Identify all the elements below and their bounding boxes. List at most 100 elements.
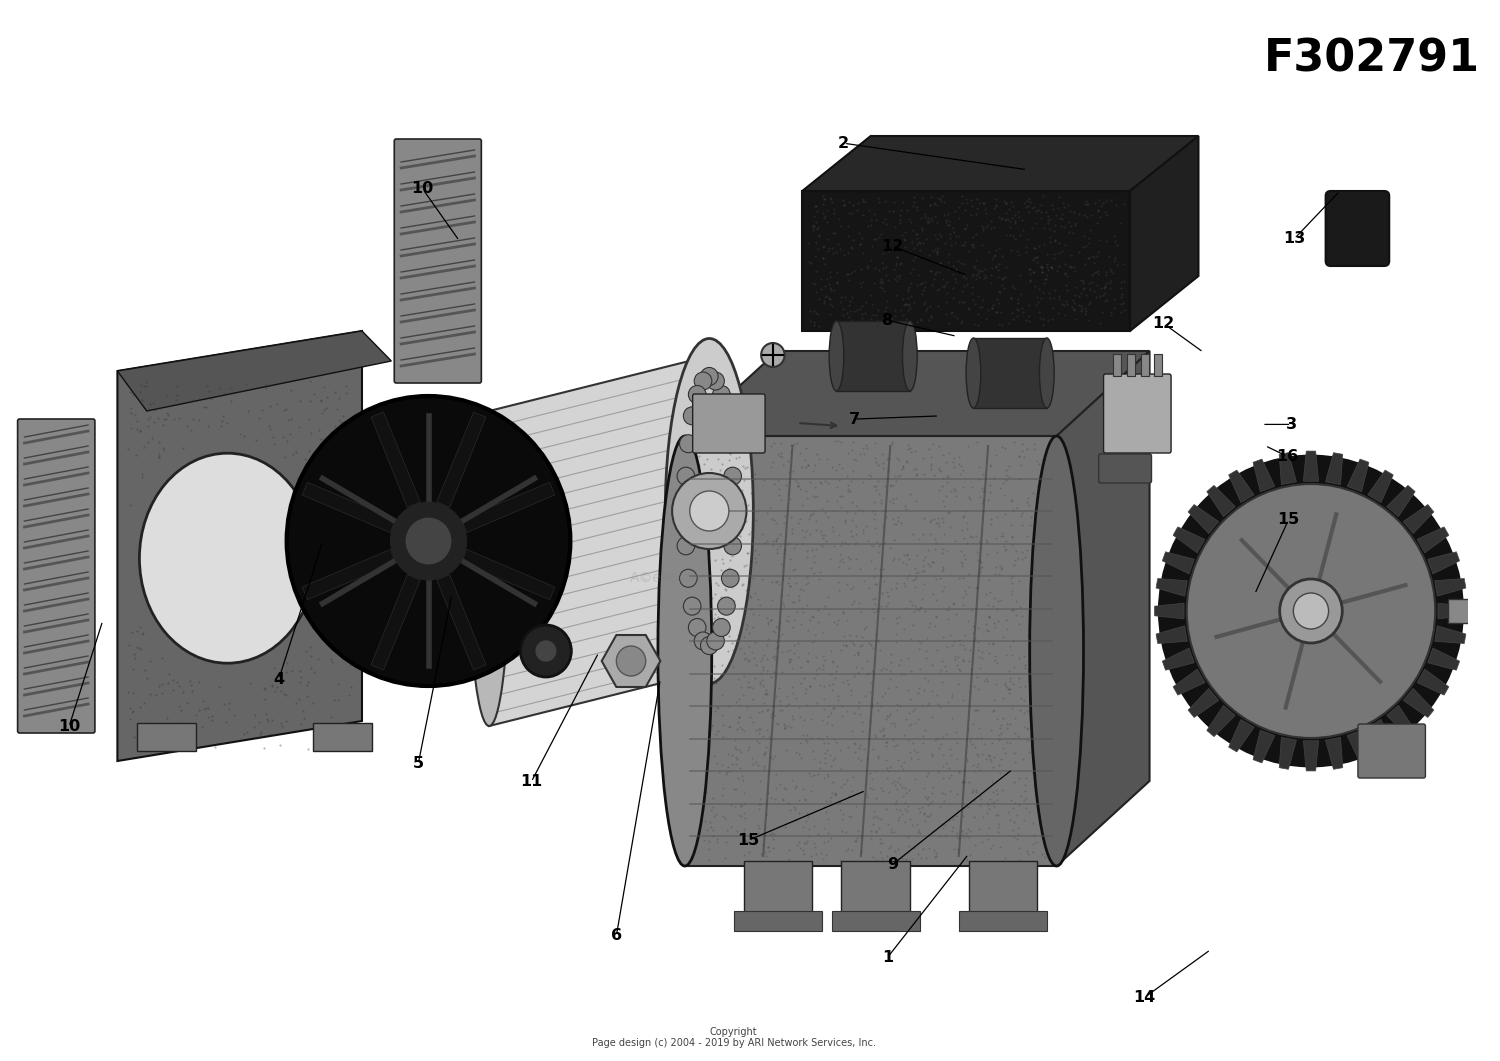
Bar: [1126, 354, 1136, 376]
Circle shape: [712, 619, 730, 637]
Text: 10: 10: [411, 181, 434, 196]
Circle shape: [722, 435, 740, 453]
Circle shape: [690, 491, 729, 530]
FancyBboxPatch shape: [1098, 454, 1152, 483]
Circle shape: [676, 502, 694, 520]
Text: 1: 1: [882, 950, 894, 964]
Bar: [969, 860, 1036, 916]
Polygon shape: [303, 483, 396, 533]
Polygon shape: [1208, 485, 1234, 517]
Polygon shape: [1347, 459, 1370, 491]
Polygon shape: [1162, 648, 1194, 671]
Text: F302791: F302791: [1264, 37, 1480, 81]
Circle shape: [712, 385, 730, 403]
Circle shape: [406, 519, 450, 563]
Polygon shape: [1208, 706, 1234, 736]
Circle shape: [724, 502, 742, 520]
Circle shape: [684, 406, 700, 424]
Circle shape: [722, 570, 740, 588]
Polygon shape: [802, 136, 1198, 191]
Polygon shape: [1130, 136, 1198, 331]
Text: 13: 13: [1282, 231, 1305, 246]
Polygon shape: [1188, 505, 1218, 534]
Circle shape: [1293, 593, 1329, 629]
Ellipse shape: [140, 453, 315, 663]
Text: 16: 16: [1276, 449, 1298, 464]
FancyBboxPatch shape: [1104, 373, 1172, 453]
Polygon shape: [1056, 351, 1149, 866]
Circle shape: [676, 467, 694, 485]
Polygon shape: [802, 191, 1130, 331]
Ellipse shape: [1040, 338, 1054, 408]
Circle shape: [694, 632, 712, 650]
Polygon shape: [686, 351, 1149, 436]
Polygon shape: [1326, 453, 1342, 485]
Ellipse shape: [966, 338, 981, 408]
Polygon shape: [436, 575, 486, 671]
Polygon shape: [1173, 527, 1204, 553]
Circle shape: [688, 619, 706, 637]
Polygon shape: [1155, 604, 1184, 619]
Ellipse shape: [658, 436, 711, 866]
Text: 15: 15: [738, 833, 759, 848]
Polygon shape: [462, 483, 555, 533]
Polygon shape: [1228, 470, 1254, 503]
Polygon shape: [462, 550, 555, 599]
Bar: [1448, 599, 1500, 623]
Polygon shape: [489, 356, 710, 726]
Polygon shape: [1280, 737, 1296, 769]
Polygon shape: [1304, 451, 1318, 482]
Bar: [314, 723, 372, 751]
Polygon shape: [1347, 730, 1370, 763]
Ellipse shape: [830, 321, 844, 392]
Polygon shape: [1280, 453, 1296, 485]
Polygon shape: [370, 412, 420, 507]
Polygon shape: [1438, 604, 1467, 619]
FancyBboxPatch shape: [18, 419, 94, 733]
Bar: [1113, 354, 1120, 376]
Circle shape: [616, 646, 645, 676]
Circle shape: [286, 396, 570, 686]
Text: 6: 6: [610, 928, 622, 943]
Circle shape: [1186, 484, 1436, 738]
FancyBboxPatch shape: [693, 394, 765, 453]
Bar: [958, 911, 1047, 930]
Polygon shape: [1434, 578, 1466, 596]
Text: Copyright
Page design (c) 2004 - 2019 by ARI Network Services, Inc.: Copyright Page design (c) 2004 - 2019 by…: [591, 1027, 876, 1048]
Text: 4: 4: [273, 672, 285, 686]
Polygon shape: [1428, 648, 1460, 671]
Bar: [1140, 354, 1149, 376]
Circle shape: [700, 367, 718, 385]
Text: 5: 5: [413, 756, 424, 771]
Ellipse shape: [470, 411, 509, 726]
Text: 8: 8: [882, 313, 894, 328]
Polygon shape: [1386, 485, 1414, 517]
Text: 2: 2: [839, 136, 849, 151]
Circle shape: [724, 537, 741, 555]
Bar: [974, 338, 1047, 408]
Polygon shape: [1404, 689, 1434, 717]
Ellipse shape: [666, 338, 753, 683]
Ellipse shape: [903, 321, 916, 392]
Polygon shape: [370, 575, 420, 671]
Bar: [136, 723, 195, 751]
Text: 10: 10: [58, 719, 80, 734]
Polygon shape: [1418, 527, 1449, 553]
Bar: [831, 911, 920, 930]
Text: 7: 7: [849, 412, 859, 427]
Ellipse shape: [1029, 436, 1083, 866]
Circle shape: [1280, 579, 1342, 643]
Polygon shape: [1326, 737, 1342, 769]
Polygon shape: [1304, 741, 1318, 771]
Bar: [744, 860, 812, 916]
Text: 12: 12: [1152, 316, 1174, 331]
Polygon shape: [1188, 689, 1218, 717]
Polygon shape: [1162, 552, 1194, 574]
Polygon shape: [1173, 669, 1204, 695]
Text: A©ePoster: A©ePoster: [630, 571, 705, 586]
Circle shape: [672, 473, 747, 549]
Circle shape: [688, 385, 706, 403]
Polygon shape: [1368, 470, 1394, 503]
Circle shape: [680, 435, 698, 453]
Polygon shape: [1156, 626, 1188, 644]
